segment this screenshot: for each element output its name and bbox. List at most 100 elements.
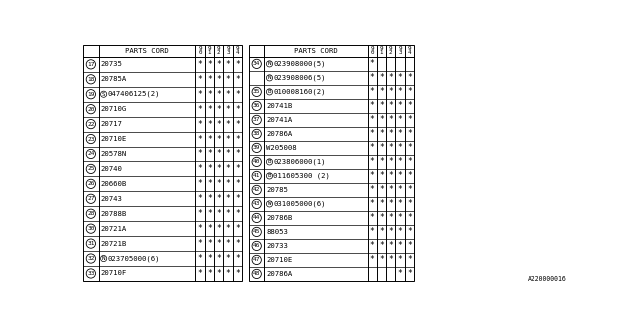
Text: *: *: [379, 73, 384, 82]
Text: *: *: [226, 239, 230, 248]
Text: *: *: [226, 134, 230, 144]
Text: *: *: [198, 224, 202, 233]
Text: 20788B: 20788B: [100, 211, 127, 217]
Text: 17: 17: [87, 62, 95, 67]
Text: *: *: [379, 241, 384, 251]
Text: 20786A: 20786A: [266, 131, 292, 137]
Text: 0: 0: [198, 50, 202, 55]
Text: *: *: [226, 120, 230, 129]
Text: 20786B: 20786B: [266, 215, 292, 221]
Text: *: *: [370, 101, 374, 110]
Text: 31: 31: [87, 241, 95, 246]
Text: *: *: [397, 73, 403, 82]
Text: *: *: [407, 213, 412, 222]
Text: 47: 47: [253, 258, 260, 262]
Text: 2: 2: [389, 50, 392, 55]
Text: 35: 35: [253, 89, 260, 94]
Text: *: *: [235, 224, 240, 233]
Text: 32: 32: [87, 256, 95, 261]
Text: *: *: [207, 224, 212, 233]
Text: *: *: [397, 129, 403, 139]
Bar: [249, 44, 414, 281]
Text: 20735: 20735: [100, 61, 122, 67]
Text: 023908006(5): 023908006(5): [273, 75, 326, 81]
Text: 43: 43: [253, 201, 260, 206]
Text: *: *: [388, 185, 393, 195]
Text: *: *: [207, 254, 212, 263]
Text: 20785A: 20785A: [100, 76, 127, 82]
Text: 9: 9: [389, 46, 392, 51]
Text: 20733: 20733: [266, 243, 288, 249]
Text: *: *: [397, 87, 403, 96]
Text: *: *: [370, 129, 374, 139]
Text: 20741A: 20741A: [266, 117, 292, 123]
Text: *: *: [407, 129, 412, 139]
Text: *: *: [207, 120, 212, 129]
Text: *: *: [370, 172, 374, 180]
Text: 4: 4: [236, 50, 239, 55]
Text: *: *: [407, 199, 412, 208]
Text: *: *: [216, 239, 221, 248]
Text: 23: 23: [87, 137, 95, 141]
Text: *: *: [407, 143, 412, 152]
Text: 88053: 88053: [266, 229, 288, 235]
Text: N: N: [102, 256, 106, 261]
Text: *: *: [235, 194, 240, 203]
Text: *: *: [216, 209, 221, 218]
Text: *: *: [379, 255, 384, 264]
Text: *: *: [216, 75, 221, 84]
Text: *: *: [235, 209, 240, 218]
Text: *: *: [388, 73, 393, 82]
Text: PARTS CORD: PARTS CORD: [294, 48, 338, 54]
Text: *: *: [407, 255, 412, 264]
Text: 20721B: 20721B: [100, 241, 127, 247]
Text: *: *: [370, 255, 374, 264]
Bar: [83, 44, 242, 281]
Text: *: *: [388, 213, 393, 222]
Text: *: *: [388, 157, 393, 166]
Text: *: *: [379, 185, 384, 195]
Text: *: *: [235, 149, 240, 158]
Text: *: *: [235, 75, 240, 84]
Text: *: *: [207, 209, 212, 218]
Text: *: *: [198, 194, 202, 203]
Text: 023806000(1): 023806000(1): [273, 159, 326, 165]
Text: *: *: [388, 241, 393, 251]
Text: 40: 40: [253, 159, 260, 164]
Text: *: *: [407, 116, 412, 124]
Text: *: *: [388, 101, 393, 110]
Text: *: *: [198, 254, 202, 263]
Text: *: *: [216, 179, 221, 188]
Text: *: *: [198, 60, 202, 69]
Text: 33: 33: [87, 271, 95, 276]
Text: 20721A: 20721A: [100, 226, 127, 232]
Text: *: *: [388, 172, 393, 180]
Text: *: *: [226, 194, 230, 203]
Text: *: *: [388, 199, 393, 208]
Text: *: *: [397, 255, 403, 264]
Text: *: *: [407, 241, 412, 251]
Text: *: *: [379, 87, 384, 96]
Text: 36: 36: [253, 103, 260, 108]
Text: 34: 34: [253, 61, 260, 66]
Text: *: *: [198, 239, 202, 248]
Text: *: *: [198, 179, 202, 188]
Text: *: *: [226, 179, 230, 188]
Text: 9: 9: [207, 46, 211, 51]
Text: *: *: [235, 254, 240, 263]
Text: *: *: [407, 269, 412, 278]
Text: *: *: [226, 149, 230, 158]
Text: *: *: [207, 239, 212, 248]
Text: *: *: [198, 164, 202, 173]
Text: *: *: [379, 101, 384, 110]
Text: *: *: [388, 116, 393, 124]
Text: *: *: [235, 269, 240, 278]
Text: *: *: [370, 228, 374, 236]
Text: *: *: [397, 213, 403, 222]
Text: 41: 41: [253, 173, 260, 179]
Text: 023908000(5): 023908000(5): [273, 60, 326, 67]
Text: *: *: [379, 199, 384, 208]
Text: 39: 39: [253, 145, 260, 150]
Text: *: *: [379, 116, 384, 124]
Text: *: *: [216, 224, 221, 233]
